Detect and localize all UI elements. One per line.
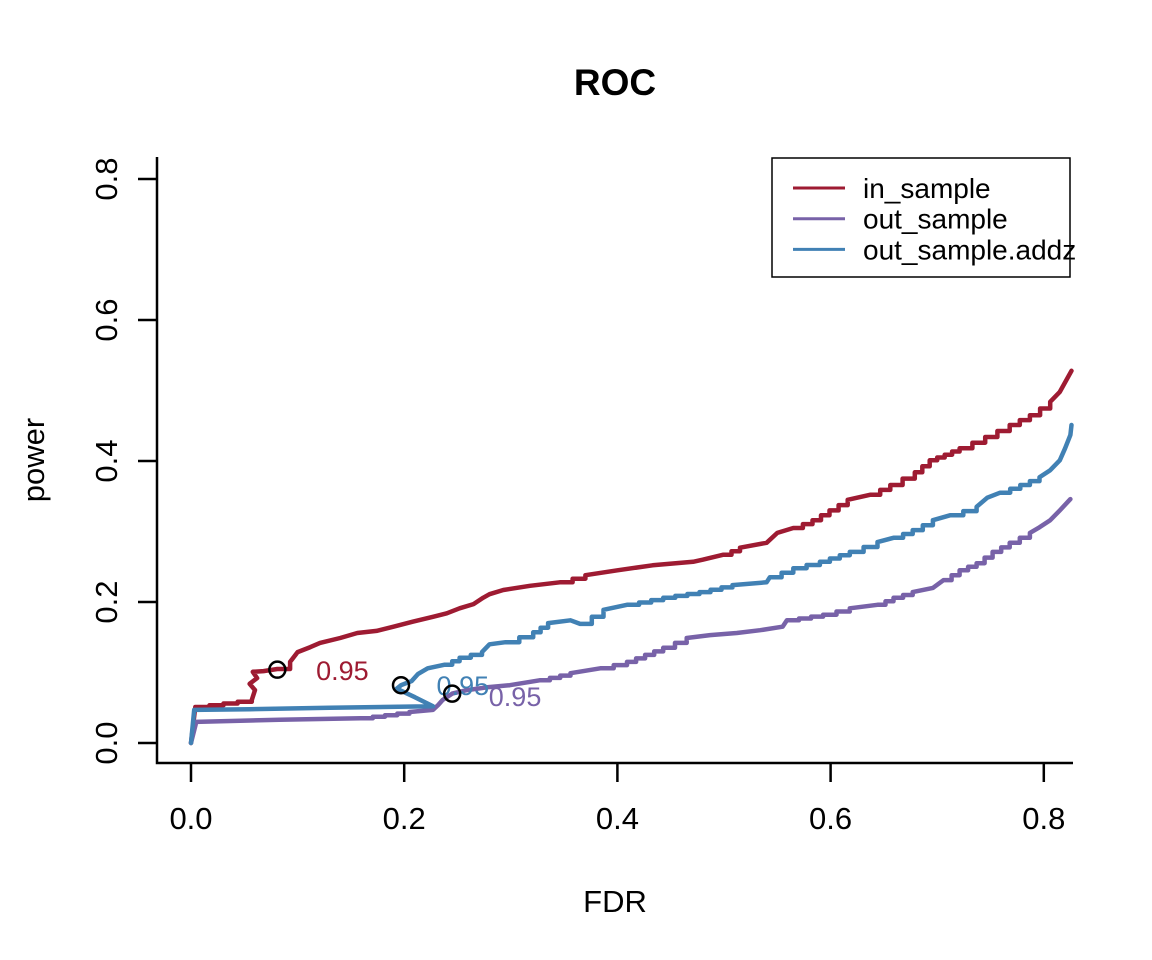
y-tick-label: 0.2 — [89, 580, 124, 623]
y-tick-label: 0.4 — [89, 439, 124, 482]
x-tick-label: 0.4 — [596, 801, 639, 836]
axis-frame — [155, 157, 1073, 765]
legend-label-out_sample: out_sample — [863, 204, 1008, 235]
series-curves — [188, 368, 1074, 746]
x-tick-label: 0.6 — [809, 801, 852, 836]
x-tick-label: 0.2 — [383, 801, 426, 836]
legend-label-in_sample: in_sample — [863, 173, 991, 204]
threshold-point-out_sample — [442, 684, 462, 703]
threshold-label-out_sample: 0.95 — [489, 682, 542, 712]
x-tick-label: 0.0 — [169, 801, 212, 836]
y-axis-ticks: 0.0 0.2 0.4 0.6 0.8 — [89, 157, 157, 765]
chart-title: ROC — [574, 62, 656, 103]
y-tick-label: 0.6 — [89, 298, 124, 341]
x-axis-title: FDR — [583, 884, 647, 919]
threshold-point-out_sample.addz — [391, 675, 411, 695]
y-tick-label: 0.0 — [89, 721, 124, 764]
x-axis-ticks: 0.0 0.2 0.4 0.6 0.8 — [169, 763, 1065, 836]
threshold-label-in_sample: 0.95 — [316, 656, 369, 686]
legend-label-out_sample.addz: out_sample.addz — [863, 234, 1076, 265]
threshold-point-in_sample — [268, 660, 287, 679]
y-tick-label: 0.8 — [89, 157, 124, 200]
series-line-out_sample.addz — [188, 422, 1074, 746]
series-line-in_sample — [188, 368, 1074, 746]
y-axis-title: power — [16, 418, 51, 502]
x-tick-label: 0.8 — [1022, 801, 1065, 836]
threshold-markers: 0.95 0.95 0.95 — [268, 656, 542, 712]
series-line-out_sample — [188, 496, 1073, 746]
